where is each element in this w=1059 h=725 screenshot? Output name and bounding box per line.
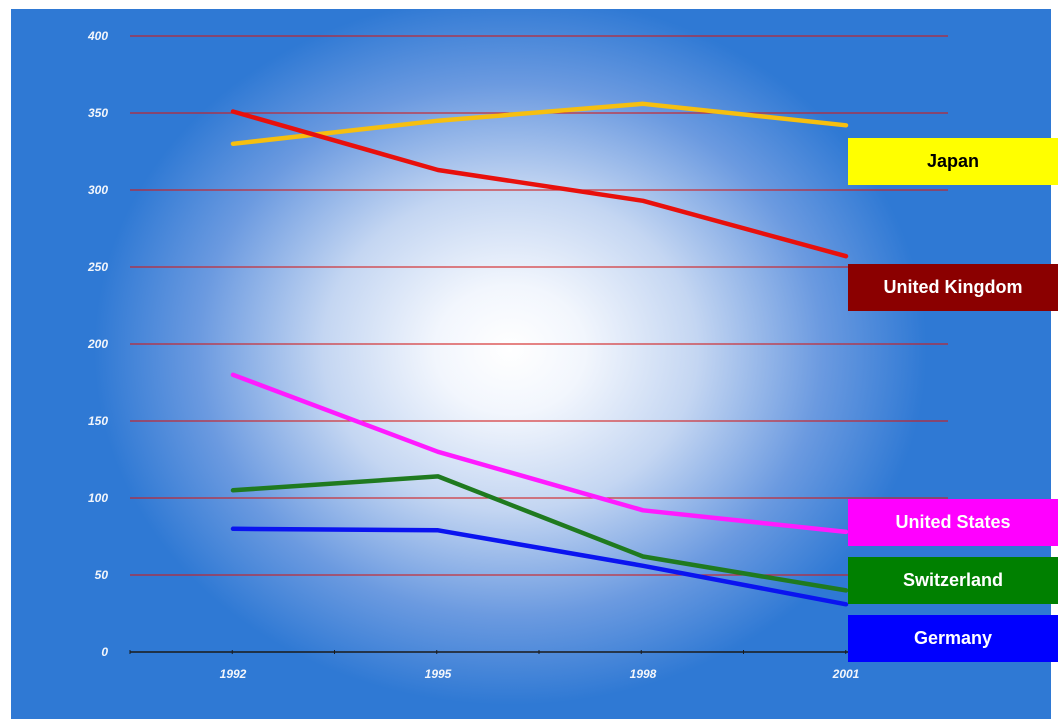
x-tick-label-1998: 1998	[630, 667, 657, 681]
y-tick-label-50: 50	[95, 568, 109, 582]
series-line-germany	[230, 526, 849, 607]
legend-japan: Japan	[848, 138, 1058, 185]
series-line-united-states	[230, 372, 849, 535]
series-line-united-kingdom	[230, 109, 849, 259]
legend-germany: Germany	[848, 615, 1058, 662]
x-tick-label-1992: 1992	[220, 667, 247, 681]
series-lines	[230, 101, 849, 607]
legend-united-states-label: United States	[895, 512, 1011, 532]
x-tick-label-1995: 1995	[425, 667, 452, 681]
y-tick-label-400: 400	[87, 29, 108, 43]
legend-germany-label: Germany	[913, 628, 993, 648]
y-tick-label-250: 250	[87, 260, 108, 274]
gridlines	[130, 35, 948, 576]
y-tick-label-0: 0	[101, 645, 108, 659]
legend-united-states: United States	[848, 499, 1058, 546]
y-tick-label-350: 350	[88, 106, 108, 120]
x-tick-label-2001: 2001	[832, 667, 860, 681]
legend-switzerland: Switzerland	[848, 557, 1058, 604]
series-line-switzerland	[230, 474, 849, 593]
legend-switzerland-label: Switzerland	[902, 570, 1004, 590]
y-tick-label-100: 100	[88, 491, 108, 505]
y-tick-label-200: 200	[87, 337, 108, 351]
axes: 0 50 100 150 200 250 300 350 400 1992 1995 1998 2001	[87, 29, 949, 681]
y-tick-label-300: 300	[88, 183, 108, 197]
legend-united-kingdom-label: United Kingdom	[883, 277, 1023, 297]
y-tick-label-150: 150	[88, 414, 108, 428]
series-line-japan	[230, 101, 849, 147]
legend-united-kingdom: United Kingdom	[848, 264, 1058, 311]
legend-japan-label: Japan	[926, 151, 980, 171]
